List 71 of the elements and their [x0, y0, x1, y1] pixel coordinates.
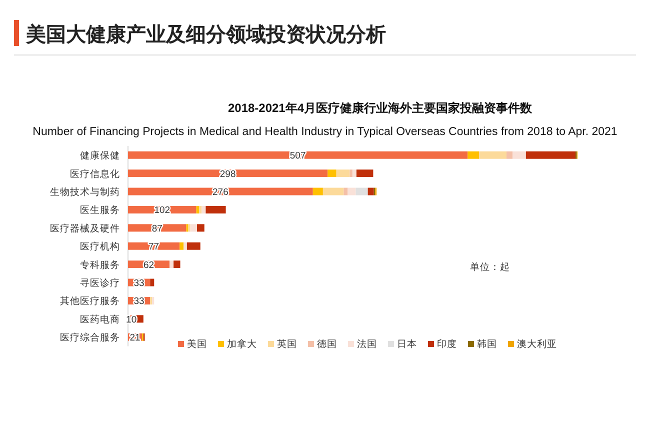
y-tick-label: 其他医疗服务 [60, 295, 120, 308]
legend-澳大利亚: 澳大利亚 [508, 339, 557, 350]
bar [512, 151, 526, 159]
bar [196, 206, 200, 214]
legend-label: 英国 [277, 338, 297, 350]
legend-美国: 美国 [178, 339, 207, 350]
y-tick-label: 医疗机构 [80, 240, 120, 253]
legend-label: 澳大利亚 [517, 338, 557, 350]
data-label: 77 [148, 242, 160, 253]
legend-label: 韩国 [477, 338, 497, 350]
data-label: 507 [290, 150, 306, 162]
bar [190, 224, 198, 232]
legend-label: 加拿大 [227, 338, 257, 350]
legend-英国: 英国 [268, 339, 297, 350]
y-tick-label: 健康保健 [80, 150, 120, 162]
data-label: 33 [134, 296, 144, 308]
legend-法国: 法国 [348, 339, 377, 350]
bar [197, 224, 204, 232]
bar [150, 278, 154, 286]
bar [206, 206, 226, 214]
bar [186, 242, 200, 250]
bar [350, 170, 352, 178]
legend-日本: 日本 [388, 339, 417, 350]
data-label: 62 [143, 260, 154, 271]
bar [128, 170, 328, 178]
y-tick-label: 医药电商 [80, 313, 120, 326]
legend-label: 印度 [437, 338, 457, 350]
y-tick-label: 医疗器械及硬件 [50, 222, 120, 234]
y-tick-label: 医生服务 [80, 204, 120, 216]
bar [336, 170, 350, 178]
data-label: 87 [152, 223, 162, 234]
y-tick-label: 医疗综合服务 [60, 332, 120, 344]
bar [344, 188, 348, 196]
data-label: 276 [212, 187, 228, 198]
bar [312, 188, 323, 196]
bar [128, 151, 468, 159]
text: 美国大健康产业及细分领域投资状况分析 [25, 23, 386, 46]
y-tick-label: 寻医诊疗 [80, 277, 120, 289]
bar [180, 242, 184, 250]
bar [184, 242, 187, 250]
bar [479, 151, 507, 159]
bar [128, 188, 313, 196]
bar [174, 260, 180, 268]
chart-title: 2018-2021年4月医疗健康行业海外主要国家投融资事件数 [228, 101, 534, 115]
bar [506, 151, 513, 159]
data-label: 21 [130, 332, 140, 344]
bar [328, 170, 336, 178]
data-label: 102 [154, 205, 170, 216]
legend-德国: 德国 [308, 339, 337, 350]
bar [170, 260, 174, 268]
legend-韩国: 韩国 [468, 339, 497, 350]
legend-加拿大: 加拿大 [218, 339, 257, 350]
chart-subtitle: Number of Financing Projects in Medical and Health Industry in Typical Overseas Countries from 2018 to Apr. 2021 [32, 126, 618, 138]
y-tick-label: 专科服务 [80, 258, 120, 271]
legend-label: 法国 [357, 338, 377, 350]
data-label: 33 [134, 278, 144, 289]
bar [202, 206, 206, 214]
bar [468, 151, 480, 159]
legend-label: 美国 [187, 338, 207, 350]
data-label: 298 [220, 168, 236, 180]
bar [356, 170, 374, 178]
bar [322, 188, 344, 196]
legend-label: 日本 [397, 338, 417, 350]
bar [526, 151, 576, 159]
legend-label: 德国 [317, 339, 337, 350]
bar [199, 206, 202, 214]
bar [352, 170, 356, 178]
annotation: 单位：起 [470, 261, 510, 273]
y-tick-label: 生物技术与制药 [50, 186, 120, 198]
y-tick-label: 医疗信息化 [70, 168, 120, 180]
legend-印度: 印度 [428, 339, 457, 350]
